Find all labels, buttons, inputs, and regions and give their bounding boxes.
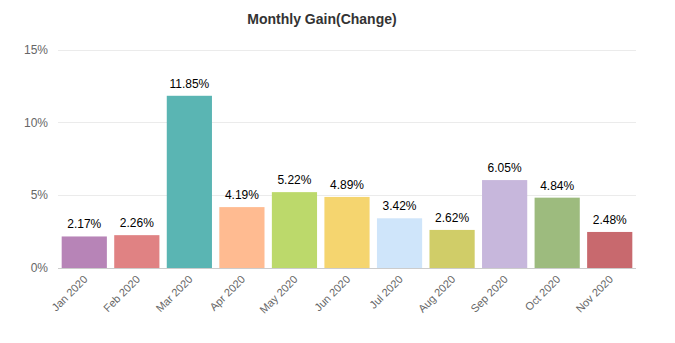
x-tick-label: Mar 2020	[153, 273, 194, 314]
data-label: 2.17%	[67, 217, 101, 231]
data-labels: 2.17% 2.26% 11.85% 4.19% 5.22% 4.89% 3.42% 2.62…	[67, 77, 627, 232]
data-label: 11.85%	[169, 77, 209, 91]
x-tick-label: Feb 2020	[101, 273, 142, 314]
chart-container: Monthly Gain(Change) 0% 5% 10% 15% 2.17% 2.26%…	[0, 0, 675, 343]
x-tick-label: Jun 2020	[312, 273, 352, 313]
data-label: 2.26%	[120, 216, 154, 230]
data-label: 4.19%	[225, 188, 259, 202]
x-tick-label: May 2020	[257, 273, 300, 316]
y-tick-label: 5%	[31, 188, 49, 202]
y-tick-label: 0%	[31, 261, 49, 275]
chart-title: Monthly Gain(Change)	[247, 11, 396, 27]
bar	[219, 207, 264, 268]
x-tick-label: Sep 2020	[468, 273, 510, 315]
chart-svg: Monthly Gain(Change) 0% 5% 10% 15% 2.17% 2.26%…	[0, 0, 675, 343]
grid-line	[58, 50, 636, 51]
data-label: 2.48%	[593, 213, 627, 227]
bar	[272, 192, 317, 268]
bar	[587, 232, 632, 268]
x-tick-label: Apr 2020	[207, 273, 247, 313]
x-tick-label: Jul 2020	[367, 273, 405, 311]
bar	[482, 180, 527, 268]
bar	[114, 235, 159, 268]
bar	[324, 197, 369, 268]
data-label: 5.22%	[277, 173, 311, 187]
bar	[429, 230, 474, 268]
bar	[62, 236, 107, 268]
y-tick-label: 15%	[24, 43, 48, 57]
x-tick-label: Aug 2020	[416, 273, 458, 315]
grid-line	[58, 122, 636, 123]
data-label: 2.62%	[435, 211, 469, 225]
x-axis-labels: Jan 2020 Feb 2020 Mar 2020 Apr 2020May 2020…	[49, 273, 615, 316]
data-label: 4.89%	[330, 178, 364, 192]
x-tick-label: Jan 2020	[49, 273, 89, 313]
data-label: 3.42%	[383, 199, 417, 213]
data-label: 4.84%	[540, 179, 574, 193]
bars	[62, 96, 633, 268]
bar	[377, 218, 422, 268]
bar	[167, 96, 212, 268]
bar	[535, 198, 580, 268]
grid-line	[58, 195, 636, 196]
y-tick-label: 10%	[24, 116, 48, 130]
x-tick-label: Nov 2020	[573, 273, 615, 315]
x-tick-label: Oct 2020	[523, 273, 563, 313]
data-label: 6.05%	[488, 161, 522, 175]
